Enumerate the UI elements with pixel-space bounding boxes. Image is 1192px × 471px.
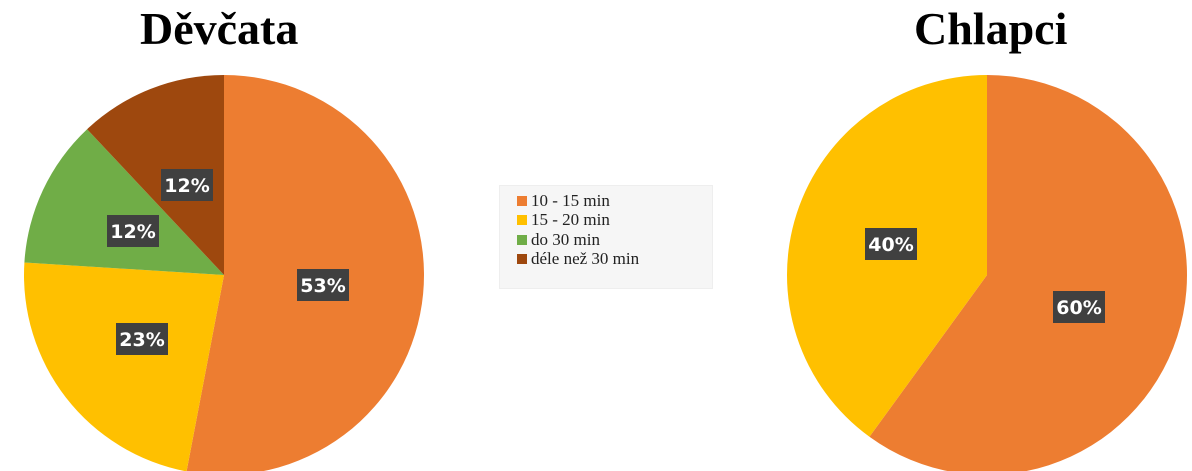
pie-slice-dele-nez-30-min: [87, 75, 224, 275]
legend-label: do 30 min: [531, 229, 600, 249]
legend-item: 10 - 15 min: [517, 191, 712, 211]
data-label-15-20-min: 40%: [865, 228, 917, 260]
data-label-box: [107, 215, 159, 247]
legend-swatch-do-30-min: [517, 234, 527, 245]
legend-label: 10 - 15 min: [531, 190, 610, 210]
legend: 10 - 15 min 15 - 20 min do 30 min déle n…: [499, 185, 713, 289]
legend-item: 15 - 20 min: [517, 210, 712, 231]
chart-title-boys: Chlapci: [914, 3, 1068, 54]
pie-slice-10-15-min: [869, 75, 1187, 471]
legend-swatch-dele-nez-30-min: [517, 254, 527, 265]
pie-slice-15-20-min: [24, 262, 224, 471]
legend-swatch-10-15-min: [517, 195, 527, 206]
data-label-box: [161, 169, 213, 201]
data-label-dele-nez-30-min: 12%: [161, 169, 213, 201]
data-label-box: [1053, 291, 1105, 323]
legend-label: 15 - 20 min: [531, 210, 610, 230]
data-label-15-20-min: 23%: [116, 323, 168, 355]
data-label-text: 60%: [1056, 297, 1101, 319]
data-label-do-30-min: 12%: [107, 215, 159, 247]
data-label-box: [297, 269, 349, 301]
pie-slice-do-30-min: [24, 129, 225, 275]
chart-title-girls: Děvčata: [140, 3, 299, 54]
legend-item: do 30 min: [517, 230, 712, 250]
data-label-text: 40%: [868, 234, 913, 256]
legend-label: déle než 30 min: [531, 249, 640, 269]
data-label-text: 12%: [110, 221, 155, 243]
legend-item: déle než 30 min: [517, 249, 712, 270]
data-label-10-15-min: 60%: [1053, 291, 1105, 323]
data-label-10-15-min: 53%: [297, 269, 349, 301]
data-label-text: 12%: [164, 175, 209, 197]
data-label-text: 53%: [300, 275, 345, 297]
legend-swatch-15-20-min: [517, 215, 527, 226]
data-label-text: 23%: [119, 329, 164, 351]
data-label-box: [116, 323, 168, 355]
data-label-box: [865, 228, 917, 260]
